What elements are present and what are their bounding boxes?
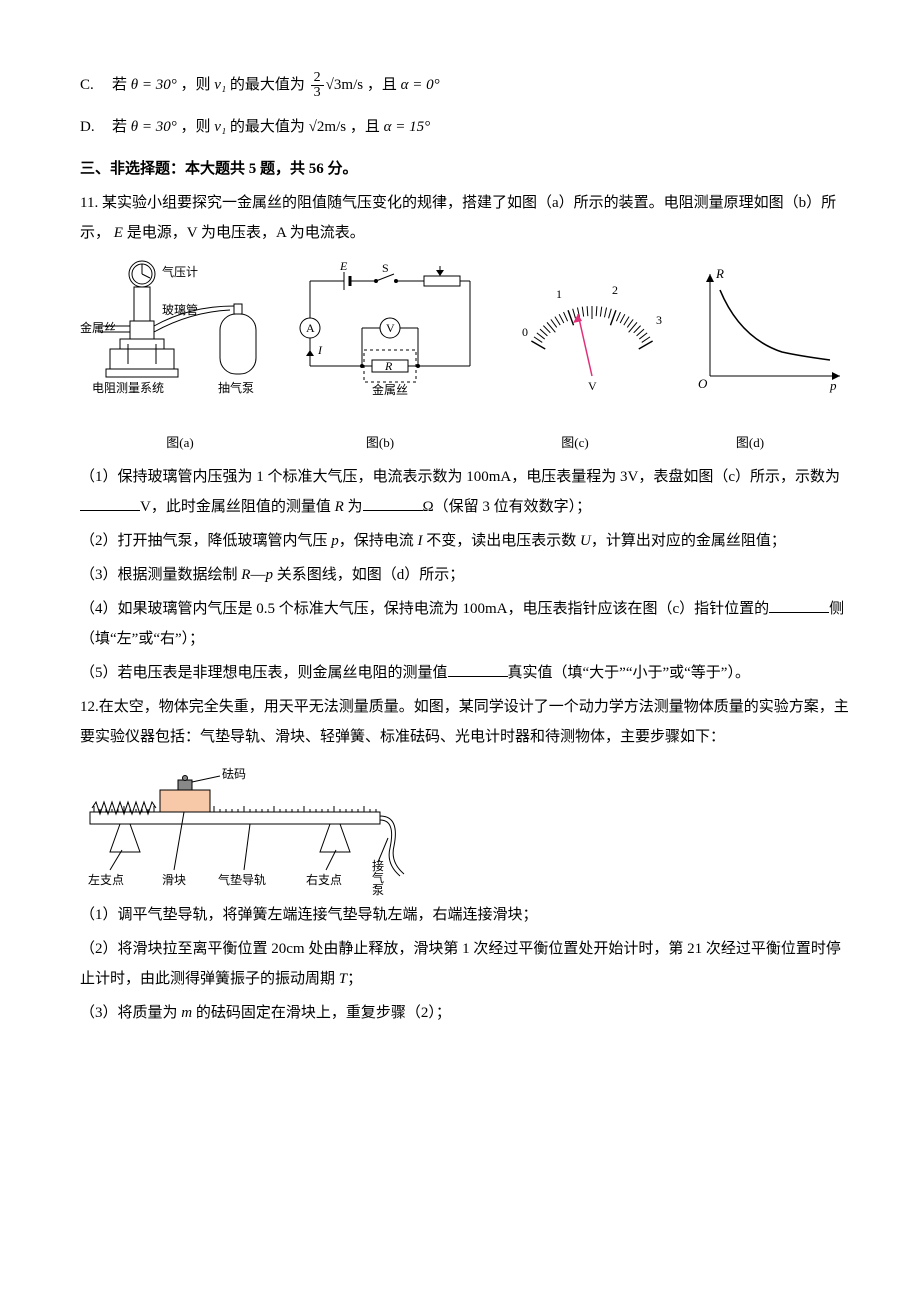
q11-p5: （5）若电压表是非理想电压表，则金属丝电阻的测量值真实值（填“大于”“小于”或“… (80, 658, 850, 688)
q12-p3: （3）将质量为 m 的砝码固定在滑块上，重复步骤（2）； (80, 998, 850, 1028)
fig-b-cap: 图(b) (280, 430, 480, 456)
fig-b-V: V (386, 321, 395, 335)
q11-p2: （2）打开抽气泵，降低玻璃管内气压 p，保持电流 I 不变，读出电压表示数 U，… (80, 526, 850, 556)
q12-mass-label: 砝码 (222, 766, 246, 781)
blank[interactable] (80, 495, 140, 511)
fraction-2-3: 2 3 (311, 71, 324, 100)
q12-figure: 砝码 左支点 滑块 气垫导轨 右支点 接 气 泵 (80, 766, 850, 896)
fig-c: 0 1 2 3 V (522, 283, 662, 393)
fig-c-cap: 图(c) (480, 430, 670, 456)
fig-a: 气压计 玻璃管 金属丝 电阻测量系统 抽气泵 (80, 261, 256, 395)
v1-symbol: v₁ (214, 119, 226, 135)
fig-b-wire-label: 金属丝 (372, 382, 408, 397)
q12-svg: 砝码 左支点 滑块 气垫导轨 右支点 接 气 泵 (80, 766, 410, 896)
q12-pump-label-3: 泵 (372, 883, 384, 896)
fig-b-I: I (317, 343, 323, 357)
v1-symbol: v₁ (214, 77, 226, 93)
q12-p2: （2）将滑块拉至离平衡位置 20cm 处由静止释放，滑块第 1 次经过平衡位置处… (80, 934, 850, 994)
fig-b-A: A (306, 321, 315, 335)
q12-block-label: 滑块 (162, 873, 186, 887)
fig-c-0: 0 (522, 325, 528, 339)
q12-left-label: 左支点 (88, 872, 124, 887)
q11-p4: （4）如果玻璃管内气压是 0.5 个标准大气压，保持电流为 100mA，电压表指… (80, 594, 850, 654)
blank[interactable] (363, 495, 423, 511)
section-3-header: 三、非选择题：本大题共 5 题，共 56 分。 (80, 154, 850, 184)
fig-b: E S R 金属丝 A I V (300, 259, 470, 397)
fig-c-2: 2 (612, 283, 618, 297)
fig-d: R O p (698, 266, 840, 393)
q11-p3: （3）根据测量数据绘制 R—p 关系图线，如图（d）所示； (80, 560, 850, 590)
fig-b-S: S (382, 261, 389, 275)
q12-right-label: 右支点 (306, 872, 342, 887)
fig-c-1: 1 (556, 287, 562, 301)
alpha-expr: α = 15° (384, 119, 431, 135)
option-d-label: D. (80, 112, 106, 142)
q11-captions: 图(a) 图(b) 图(c) 图(d) (80, 430, 850, 456)
q11-figures: 气压计 玻璃管 金属丝 电阻测量系统 抽气泵 E S (80, 256, 850, 426)
fig-a-sys-label: 电阻测量系统 (92, 381, 164, 395)
E-symbol: E (110, 225, 127, 241)
option-c-label: C. (80, 70, 106, 100)
q12-p1: （1）调平气垫导轨，将弹簧左端连接气垫导轨左端，右端连接滑块； (80, 900, 850, 930)
q11-figures-svg: 气压计 玻璃管 金属丝 电阻测量系统 抽气泵 E S (80, 256, 840, 426)
option-d-text: 若 θ = 30° ，则 v₁ 的最大值为 √2m/s ，且 α = 15° (112, 112, 430, 142)
q11-stem: 11. 某实验小组要探究一金属丝的阻值随气压变化的规律，搭建了如图（a）所示的装… (80, 188, 850, 248)
fig-b-R: R (384, 359, 393, 373)
fig-a-wire-label: 金属丝 (80, 320, 116, 335)
q12-rail-label: 气垫导轨 (218, 872, 266, 887)
fig-c-3: 3 (656, 313, 662, 327)
fig-a-gauge-label: 气压计 (162, 264, 198, 279)
fig-d-R: R (715, 266, 724, 281)
fig-d-O: O (698, 376, 708, 391)
option-c-text: 若 θ = 30° ，则 v₁ 的最大值为 2 3 √3m/s ，且 α = 0… (112, 70, 440, 100)
q11-p1: （1）保持玻璃管内压强为 1 个标准大气压，电流表示数为 100mA，电压表量程… (80, 462, 850, 522)
fig-d-p: p (829, 378, 837, 393)
option-c: C. 若 θ = 30° ，则 v₁ 的最大值为 2 3 √3m/s ，且 α … (80, 70, 850, 100)
fig-a-cap: 图(a) (80, 430, 280, 456)
fig-a-pump-label: 抽气泵 (218, 380, 254, 395)
fig-c-needle (578, 314, 592, 376)
option-d: D. 若 θ = 30° ，则 v₁ 的最大值为 √2m/s ，且 α = 15… (80, 112, 850, 142)
theta-expr: θ = 30° (131, 119, 177, 135)
theta-expr: θ = 30° (131, 77, 177, 93)
fig-c-V: V (588, 379, 597, 393)
blank[interactable] (448, 661, 508, 677)
fig-d-cap: 图(d) (670, 430, 830, 456)
alpha-expr: α = 0° (401, 77, 440, 93)
blank[interactable] (769, 597, 829, 613)
q12-stem: 12.在太空，物体完全失重，用天平无法测量质量。如图，某同学设计了一个动力学方法… (80, 692, 850, 752)
fig-b-E: E (339, 259, 348, 273)
